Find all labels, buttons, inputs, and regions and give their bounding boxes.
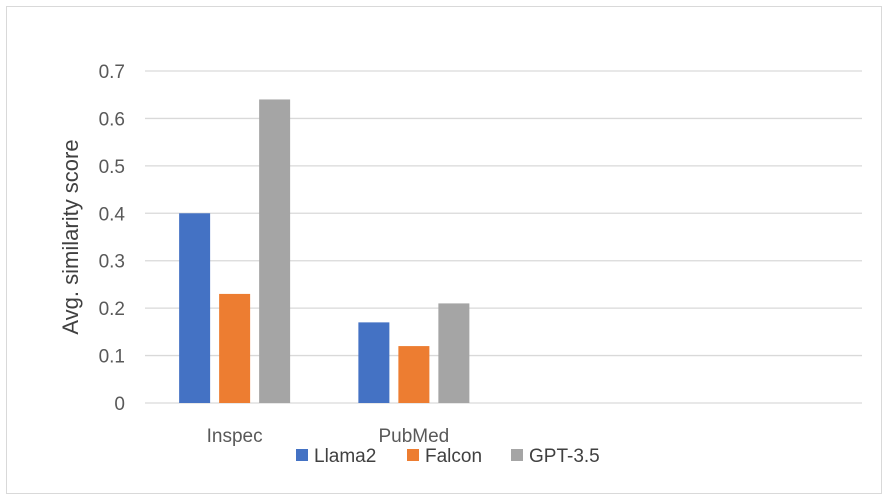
x-tick-label: Inspec — [207, 426, 263, 447]
legend-label-gpt-3-5: GPT-3.5 — [529, 446, 600, 467]
bar-falcon-inspec — [219, 293, 251, 403]
bar-gpt-3-5-inspec — [259, 99, 291, 403]
legend-label-llama2: Llama2 — [314, 446, 376, 467]
y-axis-title: Avg. similarity score — [58, 139, 83, 334]
legend-label-falcon: Falcon — [425, 446, 482, 467]
y-tick-labels: 0 0.1 0.2 0.3 0.4 0.5 0.6 0.7 — [99, 62, 126, 415]
legend-swatch-falcon — [407, 449, 419, 461]
y-tick-label: 0.6 — [99, 109, 125, 130]
bar-falcon-pubmed — [398, 346, 430, 403]
y-tick-label: 0.4 — [99, 204, 126, 225]
legend-swatch-llama2 — [296, 449, 308, 461]
legend-swatch-gpt-3-5 — [511, 449, 523, 461]
bar-llama2-inspec — [179, 213, 211, 403]
x-tick-label: PubMed — [378, 426, 449, 447]
y-tick-label: 0.1 — [99, 347, 125, 368]
chart-frame — [6, 6, 882, 494]
gridlines — [145, 70, 862, 404]
x-tick-labels: Inspec PubMed — [207, 426, 450, 447]
y-tick-label: 0 — [114, 394, 125, 415]
y-tick-label: 0.3 — [99, 252, 125, 273]
bar-gpt-3-5-pubmed — [438, 303, 470, 403]
y-tick-label: 0.2 — [99, 299, 125, 320]
y-tick-label: 0.7 — [99, 62, 125, 83]
legend: Llama2 Falcon GPT-3.5 — [296, 446, 600, 467]
y-tick-label: 0.5 — [99, 157, 125, 178]
bar-llama2-pubmed — [358, 322, 390, 403]
bars — [179, 99, 470, 403]
